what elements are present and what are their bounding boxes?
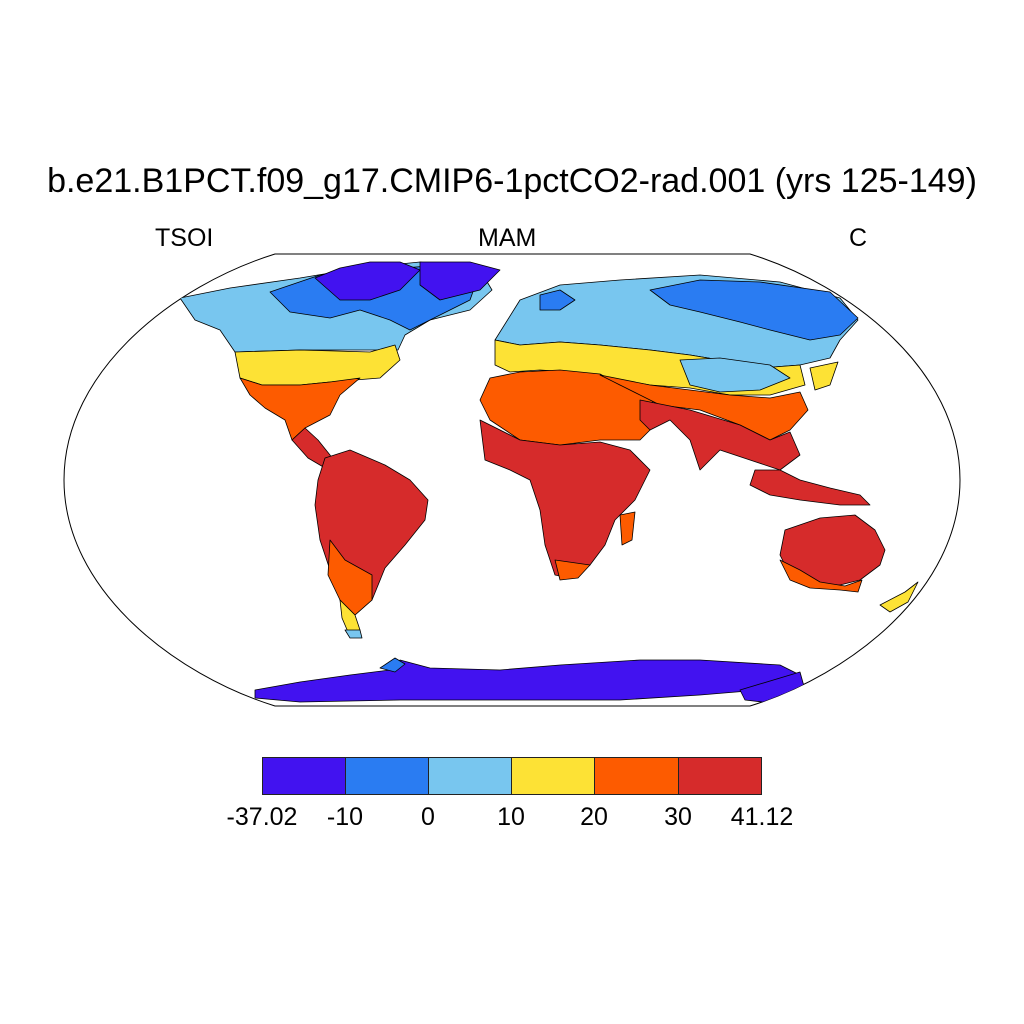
eurasia	[494, 274, 859, 396]
north-america	[179, 261, 493, 469]
figure-title: b.e21.B1PCT.f09_g17.CMIP6-1pctCO2-rad.00…	[47, 162, 977, 200]
colorbar-label: 0	[421, 803, 435, 831]
australia	[779, 514, 919, 613]
variable-label: TSOI	[155, 224, 214, 252]
colorbar-box-2	[345, 757, 429, 795]
colorbar-box-1	[262, 757, 346, 795]
south-asia	[599, 374, 871, 506]
colorbar-label-min: -37.02	[226, 803, 298, 831]
units-label: C	[849, 224, 868, 252]
colorbar-label: 20	[580, 803, 608, 831]
south-america	[314, 449, 429, 639]
season-label: MAM	[478, 224, 537, 252]
africa	[479, 369, 661, 581]
arctic-islands	[419, 261, 576, 311]
colorbar-box-5	[594, 757, 679, 795]
colorbar-label-max: 41.12	[730, 803, 794, 831]
colorbar-label: 10	[497, 803, 525, 831]
colorbar-label: -10	[326, 803, 364, 831]
colorbar-label: 30	[664, 803, 692, 831]
colorbar-box-6	[678, 757, 762, 795]
colorbar-box-3	[428, 757, 512, 795]
colorbar-box-4	[511, 757, 595, 795]
